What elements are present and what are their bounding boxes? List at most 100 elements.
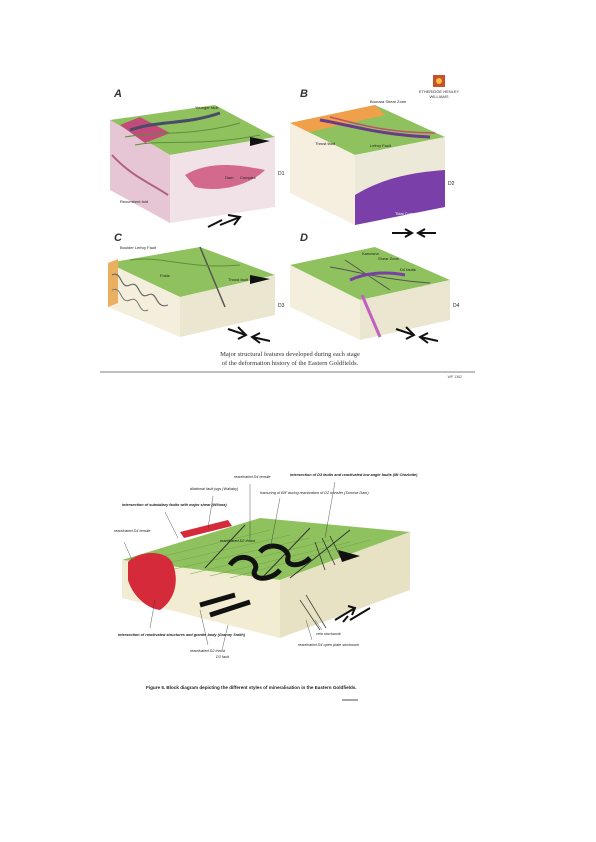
panel-d-shear-zone [329, 266, 431, 284]
stockwork-front-lines [299, 594, 327, 631]
panel-a-front [110, 120, 170, 223]
panel-c-fault [199, 246, 226, 308]
label-reactivated-d4-open-plate-text: reactivated D4 open plate stockwork [298, 643, 360, 647]
panel-d-label: D [300, 232, 308, 244]
panel-a-pink-body [120, 117, 170, 143]
panel-d-compression-arrow-right [395, 326, 416, 340]
panel-b: B Boorara Shear Zone Thrust fault Lefroy… [290, 75, 460, 238]
panel-d-front [290, 265, 360, 340]
panel-b-purple-body [355, 170, 445, 225]
label-intersection-granite-text: intersection of reactivated structures a… [118, 633, 246, 637]
top-figure-graphic: A Younger fault Recumbent fold Dam Compl… [100, 75, 475, 379]
label-d3-fault: D3 fault [216, 655, 230, 659]
panel-c-text-1: Boulder Lefroy Fault [120, 245, 157, 250]
label-intersection-granite: intersection of reactivated structures a… [118, 633, 246, 637]
label-dilational-fault-jogs-text: dilational fault jogs (Wallaby) [190, 487, 239, 491]
label-intersection-d3-text: intersection of D3 faults and reactivate… [290, 473, 418, 477]
panel-c-arrow-head [250, 275, 270, 284]
sinistral-arrow-up [334, 605, 357, 621]
label-reactivated-d2-text: reactivated D2 thrust [220, 539, 256, 543]
panel-d-compression-arrow-left [418, 332, 439, 344]
label-reactivated-d4-top: reactivated D4 tensile [114, 529, 151, 533]
panel-c-compression-arrow-left [250, 332, 271, 344]
red-fault-jog [180, 520, 232, 538]
panel-a-text-1: Younger fault [195, 105, 219, 110]
panel-d-stage: D4 [453, 303, 460, 309]
label-reactivated-d4-open-plate: reactivated D4 open plate stockwork [298, 643, 360, 647]
block-top-texture [139, 529, 371, 579]
sinistral-arrow-down [342, 607, 371, 623]
logo-line-2: WILLIAMS [429, 94, 448, 99]
panel-a-text-2: Recumbent fold [120, 199, 148, 204]
panel-c-compression-arrow-right [227, 326, 248, 340]
panel-d: D Kanowna Shear Zone D4 faults D4 [290, 232, 460, 344]
panel-a-top [110, 105, 275, 155]
label-intersection-subsidiary-text: intersection of subsidiary faults with m… [122, 503, 227, 507]
panel-b-compression-arrow-left [415, 228, 436, 238]
panel-b-front [290, 123, 355, 225]
label-vein-stockwork: vein stockwork [316, 632, 342, 636]
panel-a-recumbent-fold [111, 154, 169, 196]
panel-a-granite [185, 165, 265, 190]
panel-b-compression-arrow-right [392, 228, 415, 238]
panel-c-label: C [114, 232, 123, 244]
bottom-figure: reactivated D4 tensile dilational fault … [110, 470, 490, 720]
label-intersection-subsidiary: intersection of subsidiary faults with m… [122, 503, 227, 507]
panel-a-extension-arrow [219, 214, 242, 226]
panel-a-extension-arrow-2 [207, 219, 223, 228]
bif-fold-1 [227, 554, 282, 581]
panel-b-label: B [300, 88, 308, 100]
panel-c-text-3: Thrust fault [228, 277, 249, 282]
panel-d-purple-vein [349, 271, 406, 282]
panel-c-stage: D3 [278, 303, 285, 309]
panel-c-folds-2 [111, 288, 149, 312]
label-intersection-d3: intersection of D3 faults and reactivate… [290, 473, 418, 477]
panel-b-text-2: Thrust fault [315, 141, 336, 146]
panel-b-thrust-2 [329, 116, 436, 134]
panel-a-text-3: Dam [225, 175, 234, 180]
panel-c: C Boulder Lefroy Fault Folds Thrust faul… [108, 232, 285, 344]
label-reactivated-d4-tensile: reactivated D4 tensile [234, 475, 271, 479]
panel-a-fault [129, 111, 221, 132]
panel-c-folds [111, 273, 169, 307]
panel-b-text-3: Lefroy Fault [370, 143, 392, 148]
panel-a: A Younger fault Recumbent fold Dam Compl… [110, 88, 285, 228]
label-reactivated-d2: reactivated D2 thrust [220, 539, 256, 543]
panel-d-text-2: Shear Zone [378, 256, 400, 261]
logo-line-1: ETHERIDGE HENLEY [419, 89, 460, 94]
label-vein-stockwork-text: vein stockwork [316, 632, 342, 636]
shear-arrow [338, 550, 360, 562]
label-reactivated-d4-tensile-text: reactivated D4 tensile [234, 475, 271, 479]
top-figure: A Younger fault Recumbent fold Dam Compl… [100, 75, 475, 380]
top-caption-line-1: Major structural features developed duri… [220, 351, 360, 358]
panel-a-label: A [113, 88, 122, 100]
panel-a-stage: D1 [278, 171, 285, 177]
top-caption-line-2: of the deformation history of the Easter… [222, 360, 359, 367]
fault-line-3 [289, 529, 351, 579]
panel-b-text-4: Tidal Complex [395, 211, 420, 216]
panel-c-front [108, 263, 180, 337]
label-dilational-fault-jogs: dilational fault jogs (Wallaby) [190, 487, 239, 491]
block-side [280, 532, 410, 638]
panel-c-text-2: Folds [160, 273, 170, 278]
label-fracturing-bif-text: fracturing of BIF during reactivation of… [260, 491, 369, 495]
logo-icon-center [436, 78, 442, 84]
panel-d-pink-dyke [360, 294, 382, 338]
panel-b-stage: D2 [448, 181, 455, 187]
bottom-figure-graphic: reactivated D4 tensile dilational fault … [114, 473, 418, 701]
panel-c-orange-edge [108, 259, 118, 307]
panel-b-text-1: Boorara Shear Zone [370, 99, 407, 104]
top-figure-code: WP 1362 [448, 375, 462, 379]
panel-b-thrust [319, 118, 431, 139]
label-d3-fault-text: D3 fault [216, 655, 230, 659]
panel-c-foliation [129, 258, 241, 267]
panel-d-text-1: Kanowna [362, 251, 379, 256]
label-fracturing-bif: fracturing of BIF during reactivation of… [260, 491, 369, 495]
label-reactivated-d2-thrust-text: reactivated D2 thrust [190, 649, 226, 653]
label-reactivated-d4-top-text: reactivated D4 tensile [114, 529, 151, 533]
panel-a-foliation [124, 122, 261, 146]
leader-lines [123, 481, 336, 651]
panel-a-text-4: Complex [240, 175, 256, 180]
panel-d-side [360, 280, 450, 340]
fault-line-1 [204, 524, 246, 569]
